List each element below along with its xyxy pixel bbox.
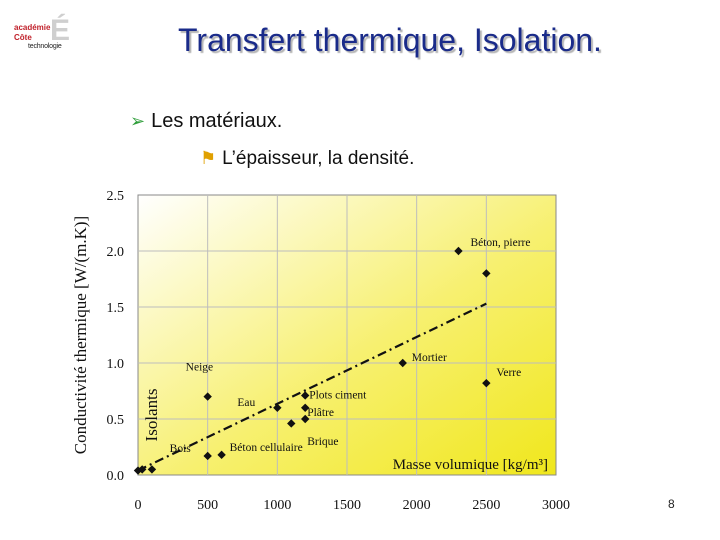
bullet-level2: ⚑ L’épaisseur, la densité. — [200, 148, 414, 170]
bullet-level1-text: Les matériaux. — [151, 110, 283, 132]
point-label: Neige — [186, 362, 213, 374]
y-axis-label: Conductivité thermique [W/(m.K)] — [71, 216, 90, 454]
arrow-bullet-icon: ➢ — [130, 111, 146, 131]
point-label: Verre — [496, 367, 521, 379]
bullet-level2-text: L’épaisseur, la densité. — [222, 148, 415, 169]
logo-letter: É — [50, 14, 71, 47]
y-tick-label: 2.0 — [107, 245, 125, 260]
y-tick-label: 2.5 — [107, 189, 125, 204]
y-tick-labels: 0.0 0.5 1.0 1.5 2.0 2.5 — [107, 189, 125, 484]
point-label: Eau — [237, 397, 255, 409]
x-tick-labels: 0 500 1000 1500 2000 2500 3000 — [135, 498, 571, 513]
data-point — [301, 391, 310, 400]
x-tick-label: 1000 — [263, 498, 291, 513]
x-tick-label: 2500 — [472, 498, 500, 513]
logo-line3: technologie — [28, 43, 62, 50]
x-tick-label: 1500 — [333, 498, 361, 513]
point-label: Plots ciment — [309, 389, 367, 401]
trend-line — [137, 302, 487, 472]
data-point — [301, 403, 310, 412]
x-tick-label: 3000 — [542, 498, 570, 513]
data-point — [147, 465, 157, 474]
data-point — [287, 419, 296, 428]
y-tick-label: 1.0 — [107, 357, 125, 372]
x-tick-label: 500 — [197, 498, 218, 513]
data-point — [137, 465, 147, 474]
x-axis-label: Masse volumique [kg/m³] — [393, 457, 548, 473]
point-labels: Bois Neige Béton cellulaire Eau Plots ciment… — [170, 237, 531, 455]
x-tick-label: 2000 — [403, 498, 431, 513]
y-tick-label: 0.5 — [107, 413, 125, 428]
trend-line-group — [137, 302, 487, 472]
data-point — [217, 450, 226, 460]
logo-line2: Côte — [14, 33, 32, 42]
x-tick-label: 0 — [135, 498, 142, 513]
data-point — [482, 378, 491, 388]
point-label: Brique — [307, 436, 338, 448]
feather-bullet-icon: ⚑ — [200, 148, 217, 168]
data-point — [203, 451, 212, 461]
y-tick-label: 1.5 — [107, 301, 125, 316]
data-points — [133, 246, 491, 475]
data-point — [301, 414, 310, 424]
data-point — [398, 358, 407, 368]
point-label: Béton cellulaire — [230, 442, 303, 454]
grid-lines — [138, 195, 556, 475]
y-tick-label: 0.0 — [107, 469, 125, 484]
point-label: Plâtre — [307, 407, 334, 419]
academie-logo: académie Côte É technologie — [6, 10, 72, 56]
bullet-level1: ➢ Les matériaux. — [130, 110, 282, 133]
region-label-isolants: Isolants — [142, 389, 161, 442]
slide-title: Transfert thermique, Isolation. — [178, 22, 602, 58]
point-label: Béton, pierre — [470, 237, 530, 249]
page-number: 8 — [668, 497, 675, 511]
data-point — [273, 403, 282, 412]
data-point — [203, 392, 212, 401]
point-label: Bois — [170, 443, 192, 455]
logo-line1: académie — [14, 23, 51, 32]
point-label: Mortier — [412, 352, 447, 364]
data-point — [482, 269, 491, 278]
data-point — [454, 246, 463, 256]
